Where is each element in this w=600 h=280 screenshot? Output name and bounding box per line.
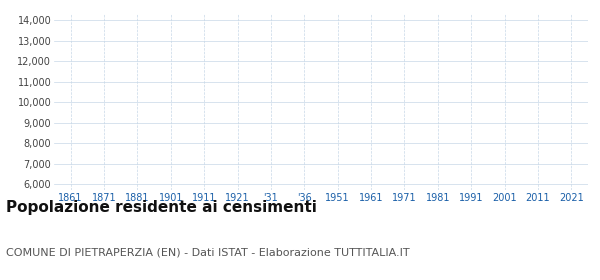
Text: Popolazione residente ai censimenti: Popolazione residente ai censimenti (6, 200, 317, 215)
Text: COMUNE DI PIETRAPERZIA (EN) - Dati ISTAT - Elaborazione TUTTITALIA.IT: COMUNE DI PIETRAPERZIA (EN) - Dati ISTAT… (6, 248, 410, 258)
